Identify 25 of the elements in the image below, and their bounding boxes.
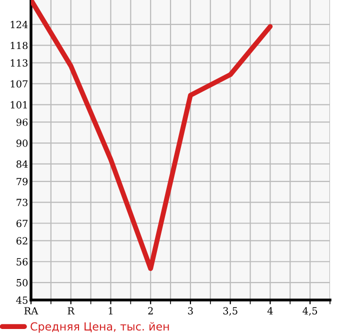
x-tick-label: RA — [24, 307, 38, 314]
y-tick-label: 73 — [16, 198, 28, 206]
x-tick-label: 3 — [188, 307, 193, 314]
x-tick-label: 3,5 — [223, 307, 238, 316]
y-tick-label: 56 — [16, 258, 28, 266]
y-tick-label: 67 — [16, 220, 28, 228]
y-tick-label: 113 — [10, 59, 28, 67]
y-tick-label: 124 — [10, 20, 28, 28]
y-tick-label: 50 — [16, 279, 28, 286]
y-tick-label: 90 — [16, 140, 28, 147]
line-series — [31, 0, 273, 272]
y-tick-label: 45 — [16, 296, 28, 304]
y-tick-label: 79 — [16, 178, 28, 186]
y-tick-label: 107 — [10, 80, 28, 88]
legend-label: Средняя Цена, тыс. йен — [30, 322, 169, 333]
x-tick-label: 2 — [148, 307, 153, 314]
x-tick-label: 1 — [108, 307, 112, 314]
y-tick-label: 118 — [10, 42, 28, 50]
y-tick-label: 96 — [16, 118, 28, 126]
y-tick-label: 101 — [10, 101, 27, 108]
y-tick-label: 62 — [16, 237, 28, 245]
x-tick-label: 4 — [267, 307, 273, 314]
x-tick-label: R — [68, 307, 75, 314]
x-tick-label: 4,5 — [302, 307, 318, 316]
y-tick-label: 84 — [16, 160, 28, 168]
